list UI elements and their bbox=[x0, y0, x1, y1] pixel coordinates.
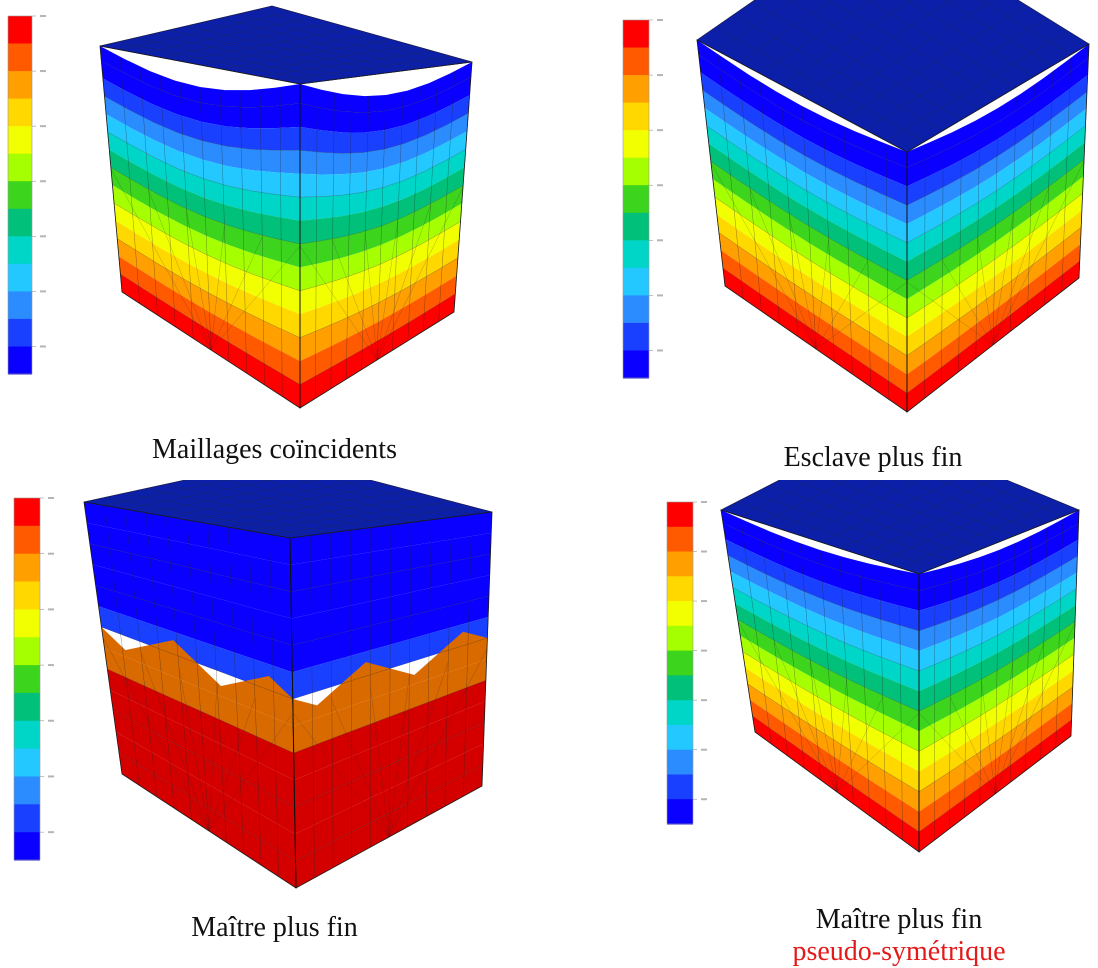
cube bbox=[84, 480, 492, 888]
figure-caption: Esclave plus fin bbox=[713, 442, 1033, 474]
cube bbox=[721, 480, 1079, 852]
cube-render bbox=[0, 0, 549, 420]
figure-maitre-plus-fin-pseudo-symetrique: Maître plus fin pseudo-symétrique bbox=[549, 480, 1098, 965]
figure-caption: Maillages coïncidents bbox=[0, 434, 549, 466]
figure-esclave-plus-fin: Esclave plus fin bbox=[549, 0, 1098, 480]
colorbar bbox=[14, 497, 54, 861]
figure-caption-sub: pseudo-symétrique bbox=[729, 936, 1069, 968]
cube bbox=[697, 0, 1089, 412]
colorbar bbox=[623, 19, 663, 379]
colorbar bbox=[8, 15, 46, 375]
figure-maitre-plus-fin: Maître plus fin bbox=[0, 480, 549, 965]
cube-render bbox=[0, 480, 549, 900]
cube-render bbox=[549, 0, 1098, 420]
cube-render bbox=[549, 480, 1098, 900]
figure-caption: Maître plus fin bbox=[729, 904, 1069, 936]
figure-maillages-coincidents: Maillages coïncidents bbox=[0, 0, 549, 480]
figure-caption: Maître plus fin bbox=[0, 912, 549, 944]
colorbar bbox=[667, 501, 707, 825]
cube bbox=[100, 6, 472, 408]
